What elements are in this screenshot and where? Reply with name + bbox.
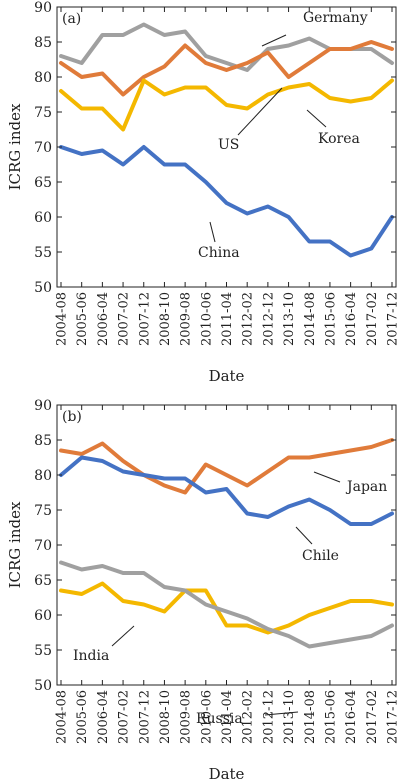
annotation-leader-russia (264, 711, 299, 716)
panel-b-x-tick-label: 2010-06 (199, 690, 214, 744)
chart-panel-b: 50 55 60 65 70 75 80 85 90 2004-08 2005-06 2006-04 2… (6, 398, 400, 783)
panel-a-x-tick-label: 2005-06 (75, 292, 90, 346)
panel-a-x-tick-label: 2012-02 (241, 292, 256, 346)
panel-a-x-tick-label: 2012-12 (261, 292, 276, 346)
panel-a-y-tick-label: 80 (34, 70, 52, 86)
panel-b-x-axis-title: Date (209, 765, 245, 783)
panel-a-x-tick-label: 2013-10 (282, 292, 297, 346)
annotation-leader-chile (295, 526, 313, 545)
panel-a-x-tick-label: 2014-08 (303, 292, 318, 346)
series-line-china (59, 145, 394, 258)
panel-b-x-tick-label: 2014-08 (303, 690, 318, 744)
panel-b-x-tick-label: 2007-02 (117, 690, 132, 744)
panel-b-x-tick-label: 2007-12 (137, 690, 152, 744)
annotation-leader-china (209, 221, 216, 243)
panel-a-y-axis-title: ICRG index (6, 103, 24, 190)
panel-a-x-tick-label: 2015-06 (323, 292, 338, 346)
panel-b-y-tick-label: 75 (34, 503, 52, 519)
panel-b-x-tick-label: 2011-04 (220, 690, 235, 744)
series-line-us (59, 40, 394, 97)
panel-b-x-tick-label: 2008-10 (158, 690, 173, 744)
series-line-india (59, 581, 394, 635)
panel-a-x-tick-label: 2009-08 (179, 292, 194, 346)
series-line-chile (59, 455, 394, 526)
panel-b-x-tick-label: 2013-10 (282, 690, 297, 744)
panel-b-x-tick-label: 2017-12 (386, 690, 400, 744)
annotation-label-russia: Russia (196, 711, 243, 727)
panel-b-y-tick-label: 60 (34, 608, 52, 624)
series-line-korea (59, 78, 394, 132)
annotation-label-germany: Germany (303, 10, 368, 26)
panel-a-y-tick-label: 85 (34, 35, 52, 51)
annotation-label-chile: Chile (302, 548, 339, 564)
panel-b-y-axis-title: ICRG index (6, 501, 24, 588)
panel-b-y-tick-label: 65 (34, 573, 52, 589)
panel-a-x-tick-label: 2017-12 (386, 292, 400, 346)
panel-b-panel-tag: (b) (62, 409, 82, 425)
panel-a-y-tick-label: 50 (34, 280, 52, 296)
panel-b-x-tick-label: 2017-02 (365, 690, 380, 744)
panel-a-y-tick-label: 60 (34, 210, 52, 226)
panel-a-x-tick-label: 2017-02 (365, 292, 380, 346)
panel-a-x-tick-label: 2016-04 (344, 292, 359, 346)
panel-b-y-tick-label: 55 (34, 643, 52, 659)
panel-a-y-tick-label: 70 (34, 140, 52, 156)
panel-a-x-tick-label: 2004-08 (55, 292, 70, 346)
panel-b-x-tick-label: 2004-08 (55, 690, 70, 744)
series-line-russia (59, 560, 394, 649)
panel-b-x-tick-label: 2006-04 (96, 690, 111, 744)
panel-b-x-tick-label: 2015-06 (323, 690, 338, 744)
annotation-leader-india (111, 625, 135, 647)
annotation-leader-germany (261, 34, 287, 47)
panel-b-x-tick-label: 2009-08 (179, 690, 194, 744)
chart-panel-a: 50 55 60 65 70 75 80 85 90 2004-08 2005-06 2006-04 2… (6, 0, 400, 385)
panel-a-x-tick-label: 2011-04 (220, 292, 235, 346)
series-line-japan (59, 438, 394, 495)
panel-b-y-tick-label: 70 (34, 538, 52, 554)
panel-a-x-tick-label: 2010-06 (199, 292, 214, 346)
annotation-leader-japan (313, 471, 341, 483)
panel-a-x-tick-label: 2007-12 (137, 292, 152, 346)
annotation-leader-korea (306, 109, 327, 128)
panel-a-panel-tag: (a) (62, 11, 81, 27)
panel-a-y-tick-label: 90 (34, 0, 52, 16)
panel-a-x-tick-label: 2008-10 (158, 292, 173, 346)
annotation-label-china: China (198, 245, 240, 261)
annotation-label-korea: Korea (318, 131, 360, 147)
panel-b-x-tick-label: 2012-12 (261, 690, 276, 744)
panel-b-y-tick-label: 50 (34, 678, 52, 694)
panel-b-y-tick-label: 80 (34, 468, 52, 484)
panel-a-y-tick-label: 65 (34, 175, 52, 191)
annotation-label-japan: Japan (345, 479, 387, 495)
panel-a-y-tick-label: 55 (34, 245, 52, 261)
annotation-leader-us (237, 87, 283, 136)
panel-b-x-tick-label: 2012-02 (241, 690, 256, 744)
panel-a-x-tick-label: 2007-02 (117, 292, 132, 346)
panel-b-x-tick-label: 2016-04 (344, 690, 359, 744)
panel-a-y-tick-label: 75 (34, 105, 52, 121)
panel-b-x-tick-label: 2005-06 (75, 690, 90, 744)
panel-b-y-tick-label: 85 (34, 433, 52, 449)
panel-a-x-axis-title: Date (209, 367, 245, 385)
annotation-label-us: US (218, 137, 239, 153)
panel-a-x-tick-label: 2006-04 (96, 292, 111, 346)
panel-b-y-tick-label: 90 (34, 398, 52, 414)
annotation-label-india: India (73, 648, 109, 664)
